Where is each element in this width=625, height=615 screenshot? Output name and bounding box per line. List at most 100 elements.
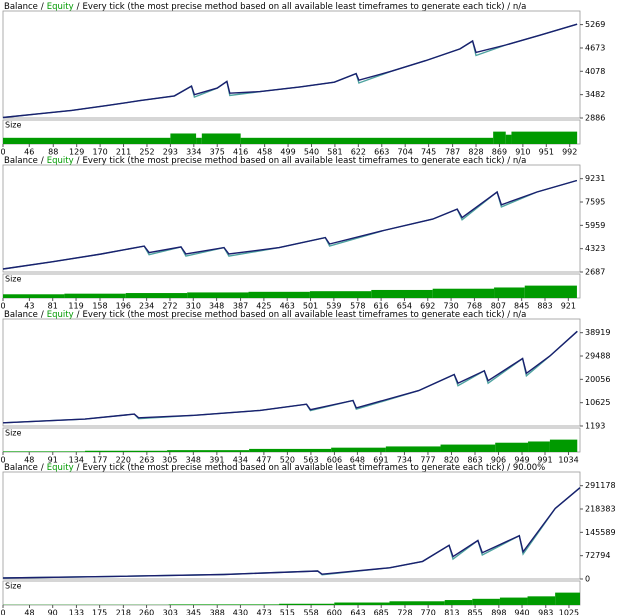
- size-bar: [125, 293, 188, 298]
- size-bar: [389, 601, 445, 605]
- plot-frame: [2, 10, 581, 119]
- size-bar: [168, 604, 280, 605]
- x-tick-label: 175: [92, 609, 107, 615]
- size-bar: [524, 285, 577, 298]
- separator: /: [77, 2, 80, 12]
- x-tick-label: 883: [537, 302, 552, 311]
- x-tick-label: 520: [280, 456, 295, 465]
- size-bar: [331, 447, 386, 452]
- x-tick-label: 820: [444, 456, 459, 465]
- balance-line: [2, 23, 578, 119]
- x-tick-label: 477: [256, 456, 271, 465]
- x-tick-label: 691: [373, 456, 388, 465]
- x-tick-label: 305: [162, 456, 177, 465]
- x-tick-label: 578: [350, 302, 365, 311]
- x-tick-label: 119: [68, 302, 83, 311]
- x-tick-label: 48: [24, 456, 34, 465]
- x-tick-label: 906: [491, 456, 506, 465]
- y-tick-label: 9231: [585, 174, 605, 183]
- x-tick-label: 46: [24, 148, 34, 157]
- x-tick-label: 606: [327, 456, 342, 465]
- y-tick-label: 72794: [585, 551, 610, 560]
- size-bar: [472, 598, 500, 605]
- balance-line: [2, 179, 578, 270]
- x-tick-label: 1025: [559, 609, 579, 615]
- separator: /: [77, 463, 80, 473]
- separator: /: [41, 463, 44, 473]
- size-bar: [527, 596, 556, 605]
- x-tick-label: 310: [186, 302, 201, 311]
- y-tick-label: 145589: [585, 528, 616, 537]
- size-bar: [170, 133, 197, 144]
- x-tick-label: 1034: [558, 456, 578, 465]
- x-tick-label: 133: [69, 609, 84, 615]
- x-tick-label: 391: [209, 456, 224, 465]
- x-tick-label: 48: [24, 609, 34, 615]
- x-tick-label: 458: [257, 148, 272, 157]
- x-tick-label: 388: [210, 609, 225, 615]
- x-tick-label: 869: [492, 148, 507, 157]
- size-bar: [334, 602, 390, 605]
- x-tick-label: 303: [163, 609, 178, 615]
- x-tick-label: 515: [280, 609, 295, 615]
- legend-equity: Equity: [47, 310, 74, 320]
- x-tick-label: 704: [398, 148, 413, 157]
- size-label: Size: [5, 121, 22, 130]
- size-bar: [85, 450, 168, 452]
- size-bar: [187, 292, 249, 298]
- size-bar: [495, 442, 529, 452]
- size-bar: [64, 293, 126, 298]
- size-bar: [3, 451, 86, 452]
- chart-header: Balance / Equity / Every tick (the most prec…: [4, 310, 526, 320]
- size-bar: [240, 137, 494, 144]
- x-tick-label: 813: [444, 609, 459, 615]
- x-tick-label: 855: [467, 609, 482, 615]
- x-tick-label: 898: [491, 609, 506, 615]
- x-tick-label: 501: [303, 302, 318, 311]
- size-bar: [511, 131, 578, 144]
- x-tick-label: 563: [303, 456, 318, 465]
- y-tick-label: 5959: [585, 221, 605, 230]
- x-tick-label: 845: [514, 302, 529, 311]
- x-tick-label: 196: [116, 302, 131, 311]
- chart-panel: Balance / Equity / Every tick (the most prec…: [0, 2, 605, 157]
- separator: /: [41, 2, 44, 12]
- x-tick-label: 345: [186, 609, 201, 615]
- x-tick-label: 828: [468, 148, 483, 157]
- x-tick-label: 211: [116, 148, 131, 157]
- x-tick-label: 983: [538, 609, 553, 615]
- y-tick-label: 4078: [585, 67, 605, 76]
- size-bar: [505, 134, 512, 144]
- x-tick-label: 375: [210, 148, 225, 157]
- x-tick-label: 90: [48, 609, 58, 615]
- size-bar: [555, 592, 580, 605]
- size-bar: [432, 288, 495, 298]
- x-tick-label: 272: [162, 302, 177, 311]
- x-tick-label: 158: [92, 302, 107, 311]
- chart-panel: Balance / Equity / Every tick (the most prec…: [0, 463, 615, 615]
- x-tick-label: 463: [280, 302, 295, 311]
- size-bar: [249, 448, 332, 452]
- y-tick-label: 2886: [585, 114, 605, 123]
- size-bar: [201, 133, 241, 144]
- x-tick-label: 992: [562, 148, 577, 157]
- x-tick-label: 260: [139, 609, 154, 615]
- x-tick-label: 558: [303, 609, 318, 615]
- x-tick-label: 648: [350, 456, 365, 465]
- size-bar: [549, 439, 578, 452]
- x-tick-label: 734: [397, 456, 412, 465]
- x-tick-label: 473: [257, 609, 272, 615]
- x-tick-label: 0: [0, 302, 5, 311]
- legend-equity: Equity: [47, 156, 74, 166]
- size-bar: [494, 287, 525, 298]
- size-bar: [309, 291, 372, 298]
- x-tick-label: 787: [445, 148, 460, 157]
- y-tick-label: 4673: [585, 43, 605, 52]
- x-tick-label: 692: [420, 302, 435, 311]
- legend-balance: Balance: [4, 156, 38, 166]
- x-tick-label: 0: [0, 456, 5, 465]
- x-tick-label: 745: [421, 148, 436, 157]
- chart-header: Balance / Equity / Every tick (the most prec…: [4, 2, 526, 12]
- chart-panel: Balance / Equity / Every tick (the most prec…: [0, 156, 605, 311]
- x-tick-label: 91: [48, 456, 58, 465]
